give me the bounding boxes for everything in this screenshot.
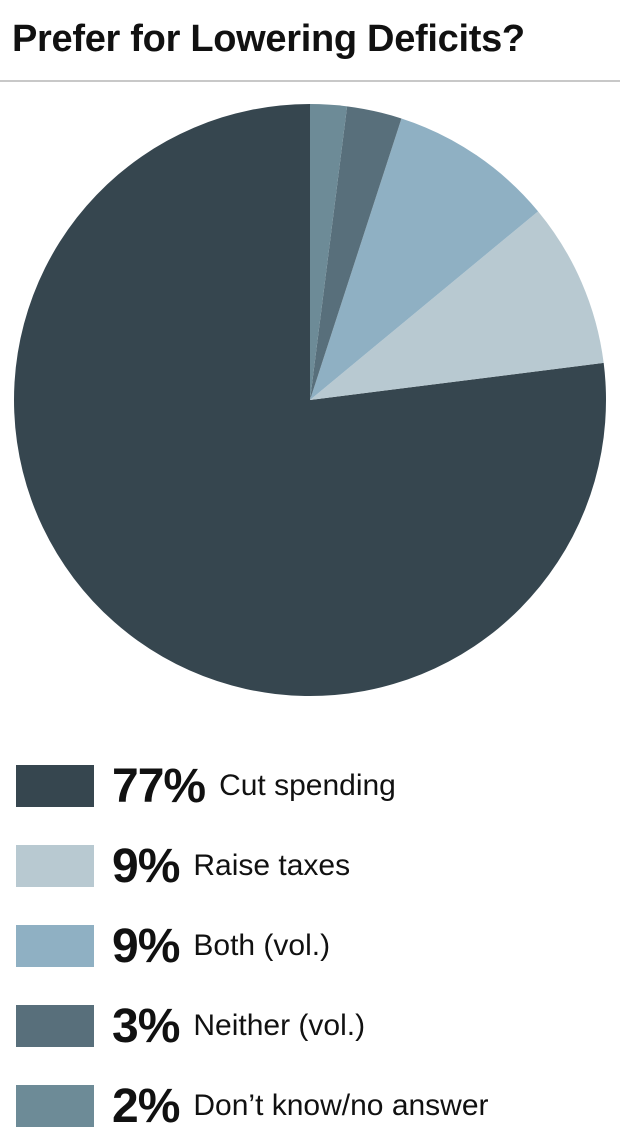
legend-value: 3% bbox=[112, 999, 180, 1053]
legend-label: Raise taxes bbox=[193, 849, 351, 882]
legend-swatch bbox=[16, 845, 94, 887]
pie-slice-dont-know bbox=[310, 104, 348, 400]
legend-label: Cut spending bbox=[219, 769, 396, 802]
legend-item-neither: 3% Neither (vol.) bbox=[16, 986, 616, 1066]
legend-value: 9% bbox=[112, 839, 180, 893]
legend-swatch bbox=[16, 765, 94, 807]
legend: 77% Cut spending 9% Raise taxes 9% Both … bbox=[16, 746, 616, 1146]
legend-item-both: 9% Both (vol.) bbox=[16, 906, 616, 986]
legend-label: Both (vol.) bbox=[193, 929, 331, 962]
chart-title: Prefer for Lowering Deficits? bbox=[12, 18, 525, 60]
legend-item-cut-spending: 77% Cut spending bbox=[16, 746, 616, 826]
pie-chart bbox=[14, 104, 607, 697]
pie-slice-cut-spending bbox=[14, 104, 607, 697]
pie-slice-both bbox=[310, 118, 539, 401]
legend-swatch bbox=[16, 1005, 94, 1047]
legend-value: 2% bbox=[112, 1079, 180, 1133]
legend-value: 77% bbox=[112, 759, 206, 813]
legend-label: Neither (vol.) bbox=[193, 1009, 366, 1042]
legend-item-raise-taxes: 9% Raise taxes bbox=[16, 826, 616, 906]
pie-slice-neither bbox=[310, 106, 402, 400]
title-divider bbox=[0, 80, 620, 82]
legend-swatch bbox=[16, 925, 94, 967]
legend-label: Don’t know/no answer bbox=[193, 1089, 489, 1122]
legend-swatch bbox=[16, 1085, 94, 1127]
legend-item-dont-know: 2% Don’t know/no answer bbox=[16, 1066, 616, 1146]
legend-value: 9% bbox=[112, 919, 180, 973]
pie-slice-raise-taxes bbox=[310, 211, 604, 400]
